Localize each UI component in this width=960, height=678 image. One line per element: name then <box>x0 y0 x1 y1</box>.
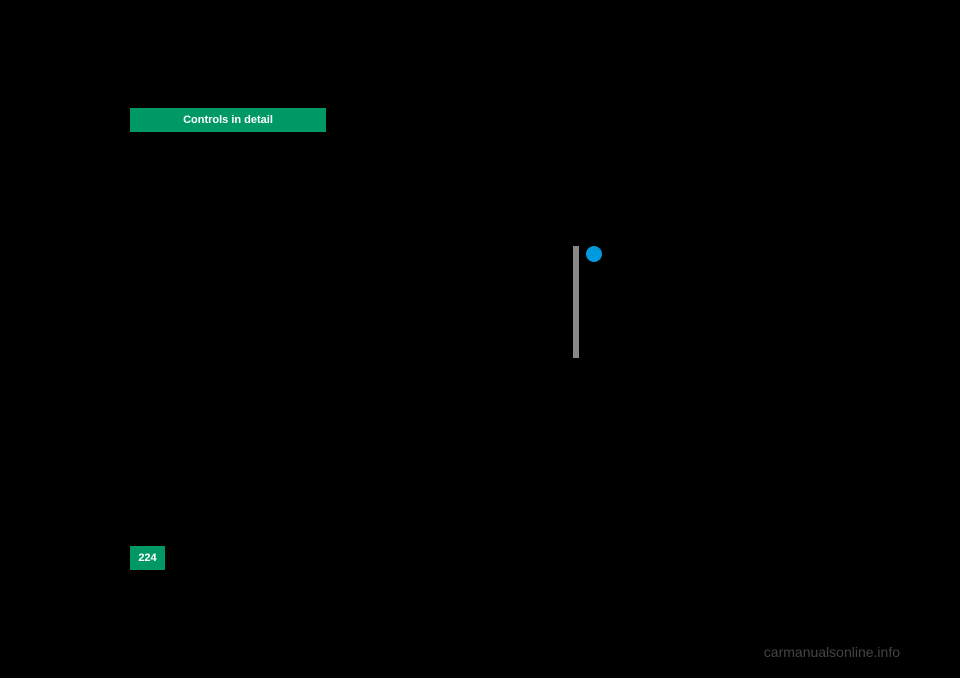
section-tab: Controls in detail <box>130 108 326 132</box>
watermark-text: carmanualsonline.info <box>764 644 900 660</box>
page-number-text: 224 <box>138 552 156 564</box>
info-vertical-bar <box>573 246 579 358</box>
page-number-badge: 224 <box>130 546 165 570</box>
section-tab-label: Controls in detail <box>183 114 273 126</box>
info-icon <box>586 246 602 262</box>
